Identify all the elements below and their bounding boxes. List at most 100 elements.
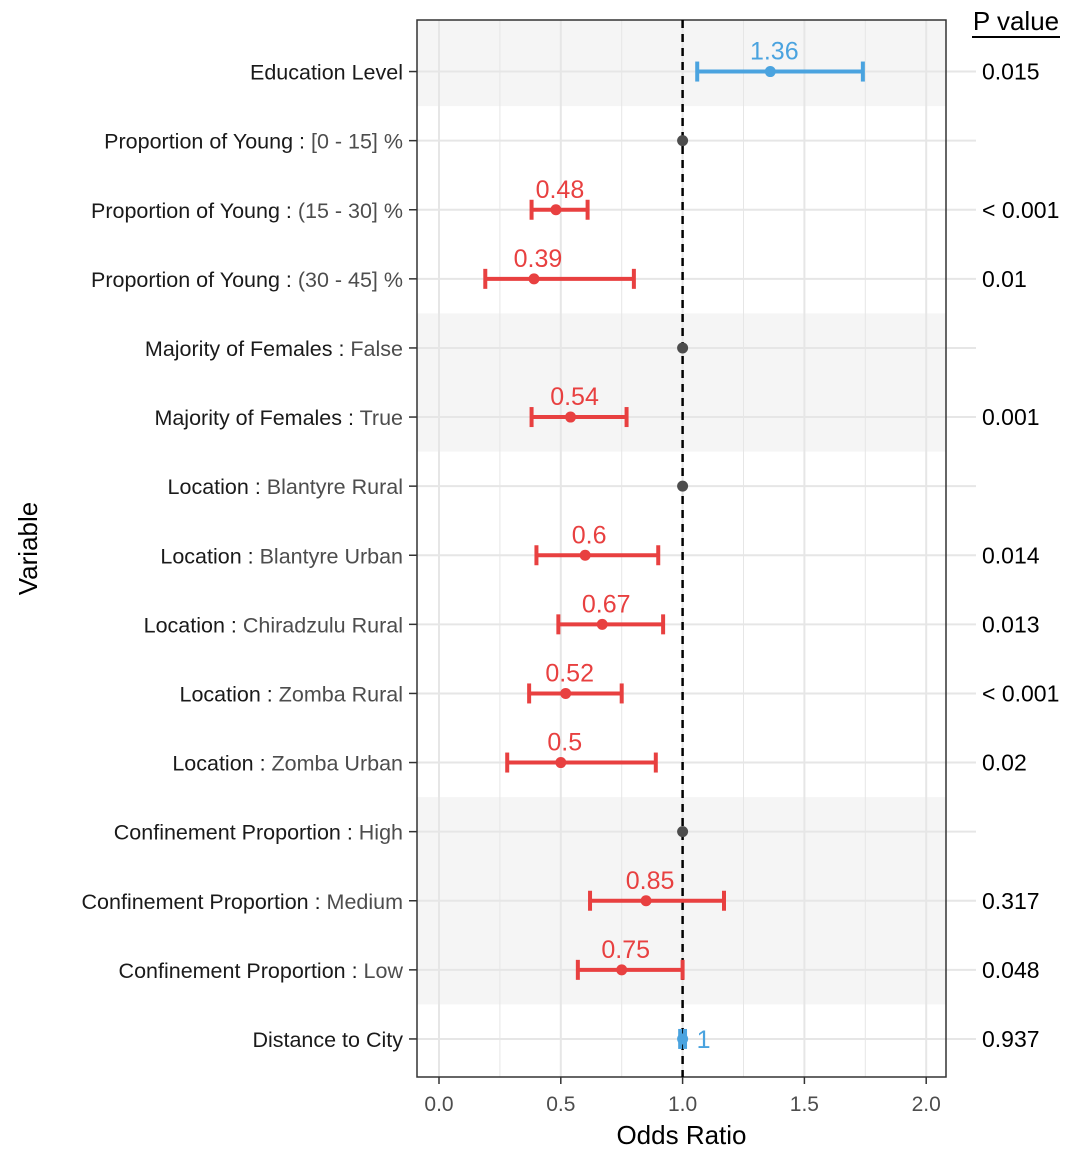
variable-label: Majority of Females : False: [145, 337, 403, 361]
estimate-point: [764, 66, 776, 78]
p-value: 0.02: [982, 750, 1027, 776]
estimate-point: [677, 342, 689, 354]
estimate-point: [560, 687, 572, 699]
variable-labels: Education Level Proportion of Young : [0 …: [82, 61, 417, 1052]
estimate-point: [677, 480, 689, 492]
estimate-row: 0.6: [534, 521, 661, 566]
variable-name: Distance to City: [252, 1028, 403, 1052]
variable-name: Confinement Proportion: [114, 821, 341, 845]
variable-name: Confinement Proportion: [119, 959, 346, 983]
variable-level: Medium: [327, 890, 403, 914]
variable-name: Location: [160, 544, 241, 568]
variable-level: Blantyre Urban: [260, 544, 403, 568]
variable-separator: :: [261, 682, 279, 706]
p-value: 0.014: [982, 542, 1040, 568]
variable-label: Education Level: [250, 61, 403, 85]
variable-name: Majority of Females: [154, 406, 342, 430]
variable-level: Blantyre Rural: [267, 475, 403, 499]
odds-ratio-label: 0.6: [572, 521, 607, 549]
variable-name: Location: [144, 613, 225, 637]
estimate-row: 1: [677, 1026, 711, 1054]
variable-level: (15 - 30] %: [298, 199, 403, 223]
variable-level: (30 - 45] %: [298, 268, 403, 292]
variable-separator: :: [293, 130, 311, 154]
variable-separator: :: [346, 959, 364, 983]
estimate-row: 0.85: [588, 867, 727, 911]
estimate-point: [565, 411, 577, 423]
variable-separator: :: [341, 821, 359, 845]
estimate-point: [528, 273, 540, 285]
odds-ratio-label: 1.36: [750, 38, 799, 66]
variable-name: Confinement Proportion: [82, 890, 309, 914]
variable-separator: :: [280, 199, 298, 223]
estimate-row: [677, 342, 689, 354]
estimate-point: [677, 135, 689, 147]
estimate-row: 0.39: [483, 245, 636, 289]
p-value: 0.01: [982, 266, 1027, 292]
variable-level: Chiradzulu Rural: [243, 613, 403, 637]
variable-name: Proportion of Young: [104, 130, 293, 154]
estimate-row: 1.36: [695, 38, 865, 82]
variable-label: Distance to City: [252, 1028, 403, 1052]
variable-label: Location : Blantyre Urban: [160, 544, 403, 568]
estimate-row: 0.5: [505, 729, 658, 773]
variable-level: True: [360, 406, 403, 430]
variable-level: Zomba Rural: [279, 682, 403, 706]
estimate-point: [579, 549, 591, 561]
estimate-row: 0.54: [529, 383, 629, 428]
variable-label: Location : Zomba Urban: [172, 752, 403, 776]
variable-separator: :: [309, 890, 327, 914]
x-tick-label: 2.0: [912, 1093, 941, 1116]
variable-separator: :: [254, 752, 272, 776]
estimate-point: [677, 826, 689, 838]
estimate-row: 0.52: [527, 659, 624, 704]
odds-ratio-label: 0.48: [536, 176, 585, 204]
variable-label: Proportion of Young : [0 - 15] %: [104, 130, 403, 154]
p-value: 0.015: [982, 59, 1040, 85]
variable-separator: :: [225, 613, 243, 637]
estimate-point: [550, 204, 562, 216]
variable-level: High: [359, 821, 403, 845]
odds-ratio-label: 0.67: [582, 590, 631, 618]
variable-separator: :: [342, 406, 360, 430]
estimate-row: [677, 826, 689, 838]
variable-name: Proportion of Young: [91, 199, 280, 223]
odds-ratio-label: 0.54: [550, 383, 599, 411]
variable-level: [0 - 15] %: [311, 130, 403, 154]
estimate-point: [596, 618, 608, 630]
p-value: 0.937: [982, 1026, 1040, 1052]
variable-name: Location: [168, 475, 249, 499]
x-axis: 0.0 0.5 1.0 1.5 2.0: [424, 1077, 941, 1116]
estimate-row: 0.67: [556, 590, 666, 635]
x-tick-label: 1.5: [790, 1093, 819, 1116]
variable-level: Zomba Urban: [272, 752, 403, 776]
variable-name: Majority of Females: [145, 337, 333, 361]
p-value: 0.001: [982, 404, 1040, 430]
y-axis-title: Variable: [13, 502, 43, 595]
variable-separator: :: [249, 475, 267, 499]
p-value: 0.013: [982, 611, 1040, 637]
p-value-column: 0.015 < 0.001 0.01 0.001 0.014 0.013 < 0.001 0.…: [982, 59, 1059, 1052]
variable-level: Low: [364, 959, 404, 983]
variable-level: False: [350, 337, 403, 361]
variable-name: Proportion of Young: [91, 268, 280, 292]
estimate-point: [555, 757, 567, 769]
estimate-row: 0.75: [575, 936, 685, 980]
estimate-row: [677, 480, 689, 492]
variable-label: Proportion of Young : (30 - 45] %: [91, 268, 403, 292]
x-tick-label: 0.5: [546, 1093, 575, 1116]
p-value: 0.048: [982, 957, 1040, 983]
variable-name: Location: [180, 682, 261, 706]
variable-label: Location : Zomba Rural: [180, 682, 403, 706]
variable-label: Confinement Proportion : High: [114, 821, 403, 845]
odds-ratio-label: 0.52: [545, 659, 594, 687]
odds-ratio-label: 1: [697, 1026, 711, 1054]
p-value-header: P value: [973, 6, 1059, 36]
p-value: < 0.001: [982, 197, 1059, 223]
estimate-point: [640, 895, 652, 907]
estimate-marks: 1.36 0.48 0.39 0.54 0.6 0.67 0.52 0.5 0.85 0.75 1: [483, 38, 865, 1054]
variable-label: Proportion of Young : (15 - 30] %: [91, 199, 403, 223]
odds-ratio-label: 0.75: [601, 936, 650, 964]
odds-ratio-label: 0.39: [514, 245, 563, 273]
